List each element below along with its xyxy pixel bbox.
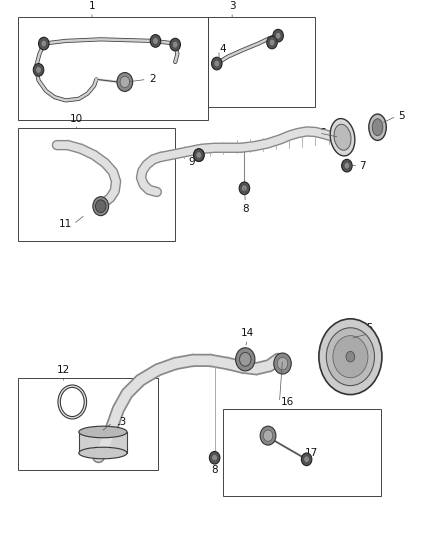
Circle shape xyxy=(209,451,220,464)
Text: 12: 12 xyxy=(57,365,70,375)
Text: 5: 5 xyxy=(399,111,405,121)
Text: 9: 9 xyxy=(188,157,195,167)
Text: 15: 15 xyxy=(361,323,374,333)
Text: 17: 17 xyxy=(304,448,318,458)
Circle shape xyxy=(273,29,283,42)
Ellipse shape xyxy=(372,119,383,136)
Circle shape xyxy=(172,41,178,48)
Text: 1: 1 xyxy=(88,1,95,11)
Circle shape xyxy=(212,454,218,461)
Ellipse shape xyxy=(330,118,355,156)
Circle shape xyxy=(239,182,250,195)
Circle shape xyxy=(326,328,374,386)
Circle shape xyxy=(333,336,368,378)
Circle shape xyxy=(150,35,161,47)
Circle shape xyxy=(240,352,251,366)
Ellipse shape xyxy=(334,124,351,150)
Text: 3: 3 xyxy=(229,1,236,11)
Circle shape xyxy=(269,39,275,46)
Circle shape xyxy=(194,149,204,161)
Circle shape xyxy=(35,67,42,74)
Bar xyxy=(18,378,158,470)
Text: 8: 8 xyxy=(242,204,249,214)
Circle shape xyxy=(117,72,133,92)
Circle shape xyxy=(304,456,310,463)
Text: 2: 2 xyxy=(149,74,155,84)
Text: 8: 8 xyxy=(211,465,218,474)
Circle shape xyxy=(274,353,291,374)
Circle shape xyxy=(236,348,255,371)
Circle shape xyxy=(152,37,159,44)
Circle shape xyxy=(260,426,276,445)
Circle shape xyxy=(346,351,355,362)
Circle shape xyxy=(170,38,180,51)
Ellipse shape xyxy=(79,447,127,459)
Circle shape xyxy=(214,60,220,67)
Bar xyxy=(208,17,315,107)
Circle shape xyxy=(41,40,47,47)
Text: 16: 16 xyxy=(280,398,293,408)
Circle shape xyxy=(93,197,109,216)
Circle shape xyxy=(96,200,106,212)
Circle shape xyxy=(301,453,312,466)
Circle shape xyxy=(344,162,350,169)
Ellipse shape xyxy=(79,426,127,438)
Circle shape xyxy=(95,200,106,213)
Circle shape xyxy=(342,159,352,172)
Circle shape xyxy=(275,32,281,39)
Text: 13: 13 xyxy=(114,417,127,427)
Text: 14: 14 xyxy=(241,328,254,338)
Circle shape xyxy=(241,185,247,192)
Circle shape xyxy=(240,352,251,366)
Ellipse shape xyxy=(369,114,386,140)
Polygon shape xyxy=(79,432,127,453)
Circle shape xyxy=(212,57,222,70)
Circle shape xyxy=(120,76,130,87)
Text: 6: 6 xyxy=(320,128,326,138)
Circle shape xyxy=(33,63,44,76)
Circle shape xyxy=(39,37,49,50)
Bar xyxy=(223,409,381,496)
Circle shape xyxy=(196,152,202,159)
Circle shape xyxy=(263,430,273,441)
Circle shape xyxy=(194,149,204,161)
Circle shape xyxy=(277,357,288,370)
Text: 4: 4 xyxy=(219,44,226,54)
Bar xyxy=(18,17,208,120)
Text: 10: 10 xyxy=(70,114,83,124)
Bar xyxy=(18,128,175,241)
Circle shape xyxy=(267,36,277,49)
Text: 7: 7 xyxy=(359,160,366,171)
Circle shape xyxy=(196,152,202,159)
Circle shape xyxy=(319,319,382,394)
Text: 11: 11 xyxy=(59,219,72,229)
